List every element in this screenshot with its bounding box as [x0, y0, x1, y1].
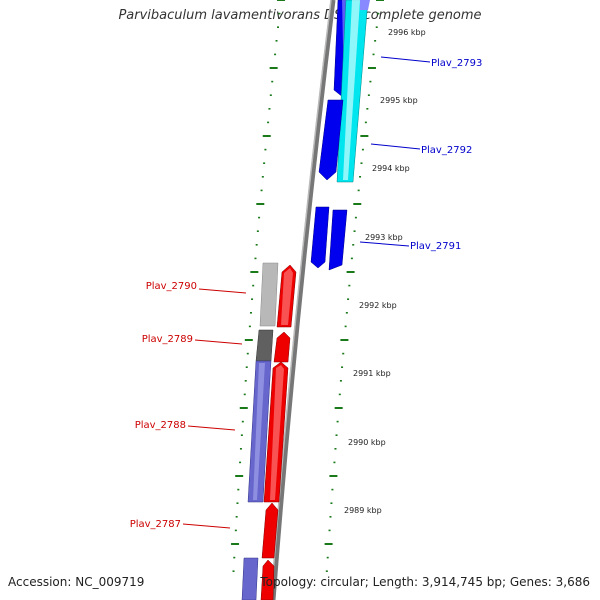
scale-label: 2996 kbp — [388, 28, 426, 37]
gene-label[interactable]: Plav_2788 — [135, 420, 186, 431]
accession-text: Accession: NC_009719 — [8, 575, 145, 589]
forward-gene-labels: Plav_2793 Plav_2792 Plav_2791 — [359, 56, 482, 252]
map-title: Parvibaculum lavamentivorans DS-1, compl… — [118, 8, 482, 23]
gene-plav-2787b[interactable] — [260, 559, 275, 600]
reverse-gene-labels: Plav_2790 Plav_2789 Plav_2788 Plav_2787 — [130, 281, 247, 530]
scale-ticks-outer — [324, 0, 384, 573]
gene-label[interactable]: Plav_2793 — [431, 58, 482, 69]
gene-label[interactable]: Plav_2787 — [130, 519, 181, 530]
gene-plav-2792b[interactable] — [318, 99, 344, 181]
gene-plav-2790-gray[interactable] — [259, 262, 279, 327]
gene-plav-2787[interactable] — [261, 502, 279, 559]
scale-ticks-inner — [231, 0, 285, 573]
scale-labels: 2996 kbp 2995 kbp 2994 kbp 2993 kbp 2992… — [344, 28, 426, 515]
topology-text: Topology: circular; Length: 3,914,745 bp… — [260, 575, 590, 589]
gene-plav-2789-dark[interactable] — [255, 329, 274, 362]
gene-plav-2791[interactable] — [328, 209, 348, 271]
scale-label: 2994 kbp — [372, 164, 410, 173]
reverse-strand-features — [241, 262, 297, 600]
scale-label: 2989 kbp — [344, 506, 382, 515]
forward-strand-features — [310, 0, 370, 271]
gene-label[interactable]: Plav_2792 — [421, 145, 472, 156]
gene-plav-2791a[interactable] — [310, 206, 330, 269]
scale-label: 2992 kbp — [359, 301, 397, 310]
gene-rna-bottom[interactable] — [241, 557, 259, 600]
genome-backbone — [270, 0, 336, 600]
gene-label[interactable]: Plav_2791 — [410, 241, 461, 252]
scale-label: 2991 kbp — [353, 369, 391, 378]
scale-label: 2993 kbp — [365, 233, 403, 242]
scale-label: 2990 kbp — [348, 438, 386, 447]
gene-label[interactable]: Plav_2789 — [142, 334, 193, 345]
gene-label[interactable]: Plav_2790 — [146, 281, 197, 292]
scale-label: 2995 kbp — [380, 96, 418, 105]
gene-plav-2789[interactable] — [273, 331, 291, 363]
